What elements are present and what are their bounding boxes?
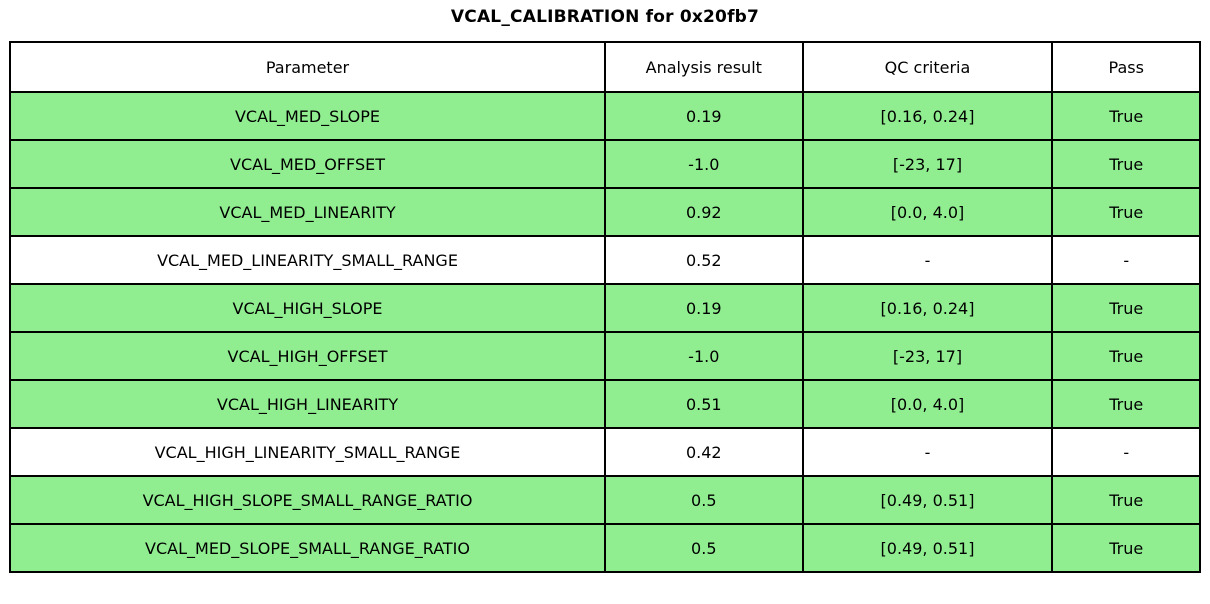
qc-table-body: VCAL_MED_SLOPE 0.19 [0.16, 0.24] True VCAL_M… (8, 91, 1201, 573)
table-row: VCAL_HIGH_OFFSET -1.0 [-23, 17] True (8, 331, 1201, 381)
column-header-analysis-result: Analysis result (604, 41, 804, 93)
table-row: VCAL_MED_OFFSET -1.0 [-23, 17] True (8, 139, 1201, 189)
table-row: VCAL_HIGH_SLOPE_SMALL_RANGE_RATIO 0.5 [0.4… (8, 475, 1201, 525)
cell-qc-criteria: [0.49, 0.51] (801, 523, 1054, 573)
cell-analysis-result: 0.5 (604, 475, 804, 525)
table-row: VCAL_HIGH_SLOPE 0.19 [0.16, 0.24] True (8, 283, 1201, 333)
cell-analysis-result: 0.92 (604, 187, 804, 237)
cell-pass: True (1051, 331, 1201, 381)
cell-pass: True (1051, 523, 1201, 573)
cell-parameter: VCAL_MED_LINEARITY (8, 187, 607, 237)
cell-parameter: VCAL_HIGH_LINEARITY_SMALL_RANGE (8, 427, 607, 477)
cell-parameter: VCAL_MED_OFFSET (8, 139, 607, 189)
cell-qc-criteria: [0.49, 0.51] (801, 475, 1054, 525)
cell-pass: True (1051, 187, 1201, 237)
qc-table-container: Parameter Analysis result QC criteria Pa… (8, 41, 1201, 573)
column-header-parameter: Parameter (8, 41, 607, 93)
header-row: Parameter Analysis result QC criteria Pa… (8, 41, 1201, 93)
cell-parameter: VCAL_HIGH_OFFSET (8, 331, 607, 381)
cell-qc-criteria: - (801, 235, 1054, 285)
cell-qc-criteria: [-23, 17] (801, 331, 1054, 381)
cell-parameter: VCAL_MED_SLOPE_SMALL_RANGE_RATIO (8, 523, 607, 573)
cell-qc-criteria: - (801, 427, 1054, 477)
cell-pass: True (1051, 283, 1201, 333)
cell-analysis-result: 0.19 (604, 283, 804, 333)
cell-analysis-result: 0.19 (604, 91, 804, 141)
cell-parameter: VCAL_HIGH_SLOPE (8, 283, 607, 333)
page-title: VCAL_CALIBRATION for 0x20fb7 (450, 7, 760, 27)
table-row: VCAL_HIGH_LINEARITY 0.51 [0.0, 4.0] True (8, 379, 1201, 429)
cell-pass: True (1051, 475, 1201, 525)
cell-analysis-result: 0.51 (604, 379, 804, 429)
column-header-pass: Pass (1051, 41, 1201, 93)
column-header-qc-criteria: QC criteria (801, 41, 1054, 93)
cell-pass: True (1051, 139, 1201, 189)
cell-parameter: VCAL_HIGH_SLOPE_SMALL_RANGE_RATIO (8, 475, 607, 525)
cell-pass: - (1051, 427, 1201, 477)
cell-parameter: VCAL_MED_SLOPE (8, 91, 607, 141)
cell-pass: True (1051, 379, 1201, 429)
cell-analysis-result: 0.42 (604, 427, 804, 477)
cell-analysis-result: 0.5 (604, 523, 804, 573)
cell-qc-criteria: [0.16, 0.24] (801, 283, 1054, 333)
cell-qc-criteria: [0.16, 0.24] (801, 91, 1054, 141)
cell-analysis-result: -1.0 (604, 139, 804, 189)
table-row: VCAL_MED_SLOPE_SMALL_RANGE_RATIO 0.5 [0.49… (8, 523, 1201, 573)
table-row: VCAL_MED_LINEARITY 0.92 [0.0, 4.0] True (8, 187, 1201, 237)
table-row: VCAL_MED_LINEARITY_SMALL_RANGE 0.52- - (8, 235, 1201, 285)
qc-table: Parameter Analysis result QC criteria Pa… (8, 41, 1201, 573)
cell-pass: True (1051, 91, 1201, 141)
cell-parameter: VCAL_HIGH_LINEARITY (8, 379, 607, 429)
table-row: VCAL_HIGH_LINEARITY_SMALL_RANGE 0.42- - (8, 427, 1201, 477)
cell-analysis-result: -1.0 (604, 331, 804, 381)
table-row: VCAL_MED_SLOPE 0.19 [0.16, 0.24] True (8, 91, 1201, 141)
cell-pass: - (1051, 235, 1201, 285)
cell-parameter: VCAL_MED_LINEARITY_SMALL_RANGE (8, 235, 607, 285)
cell-qc-criteria: [-23, 17] (801, 139, 1054, 189)
cell-qc-criteria: [0.0, 4.0] (801, 187, 1054, 237)
cell-qc-criteria: [0.0, 4.0] (801, 379, 1054, 429)
cell-analysis-result: 0.52 (604, 235, 804, 285)
